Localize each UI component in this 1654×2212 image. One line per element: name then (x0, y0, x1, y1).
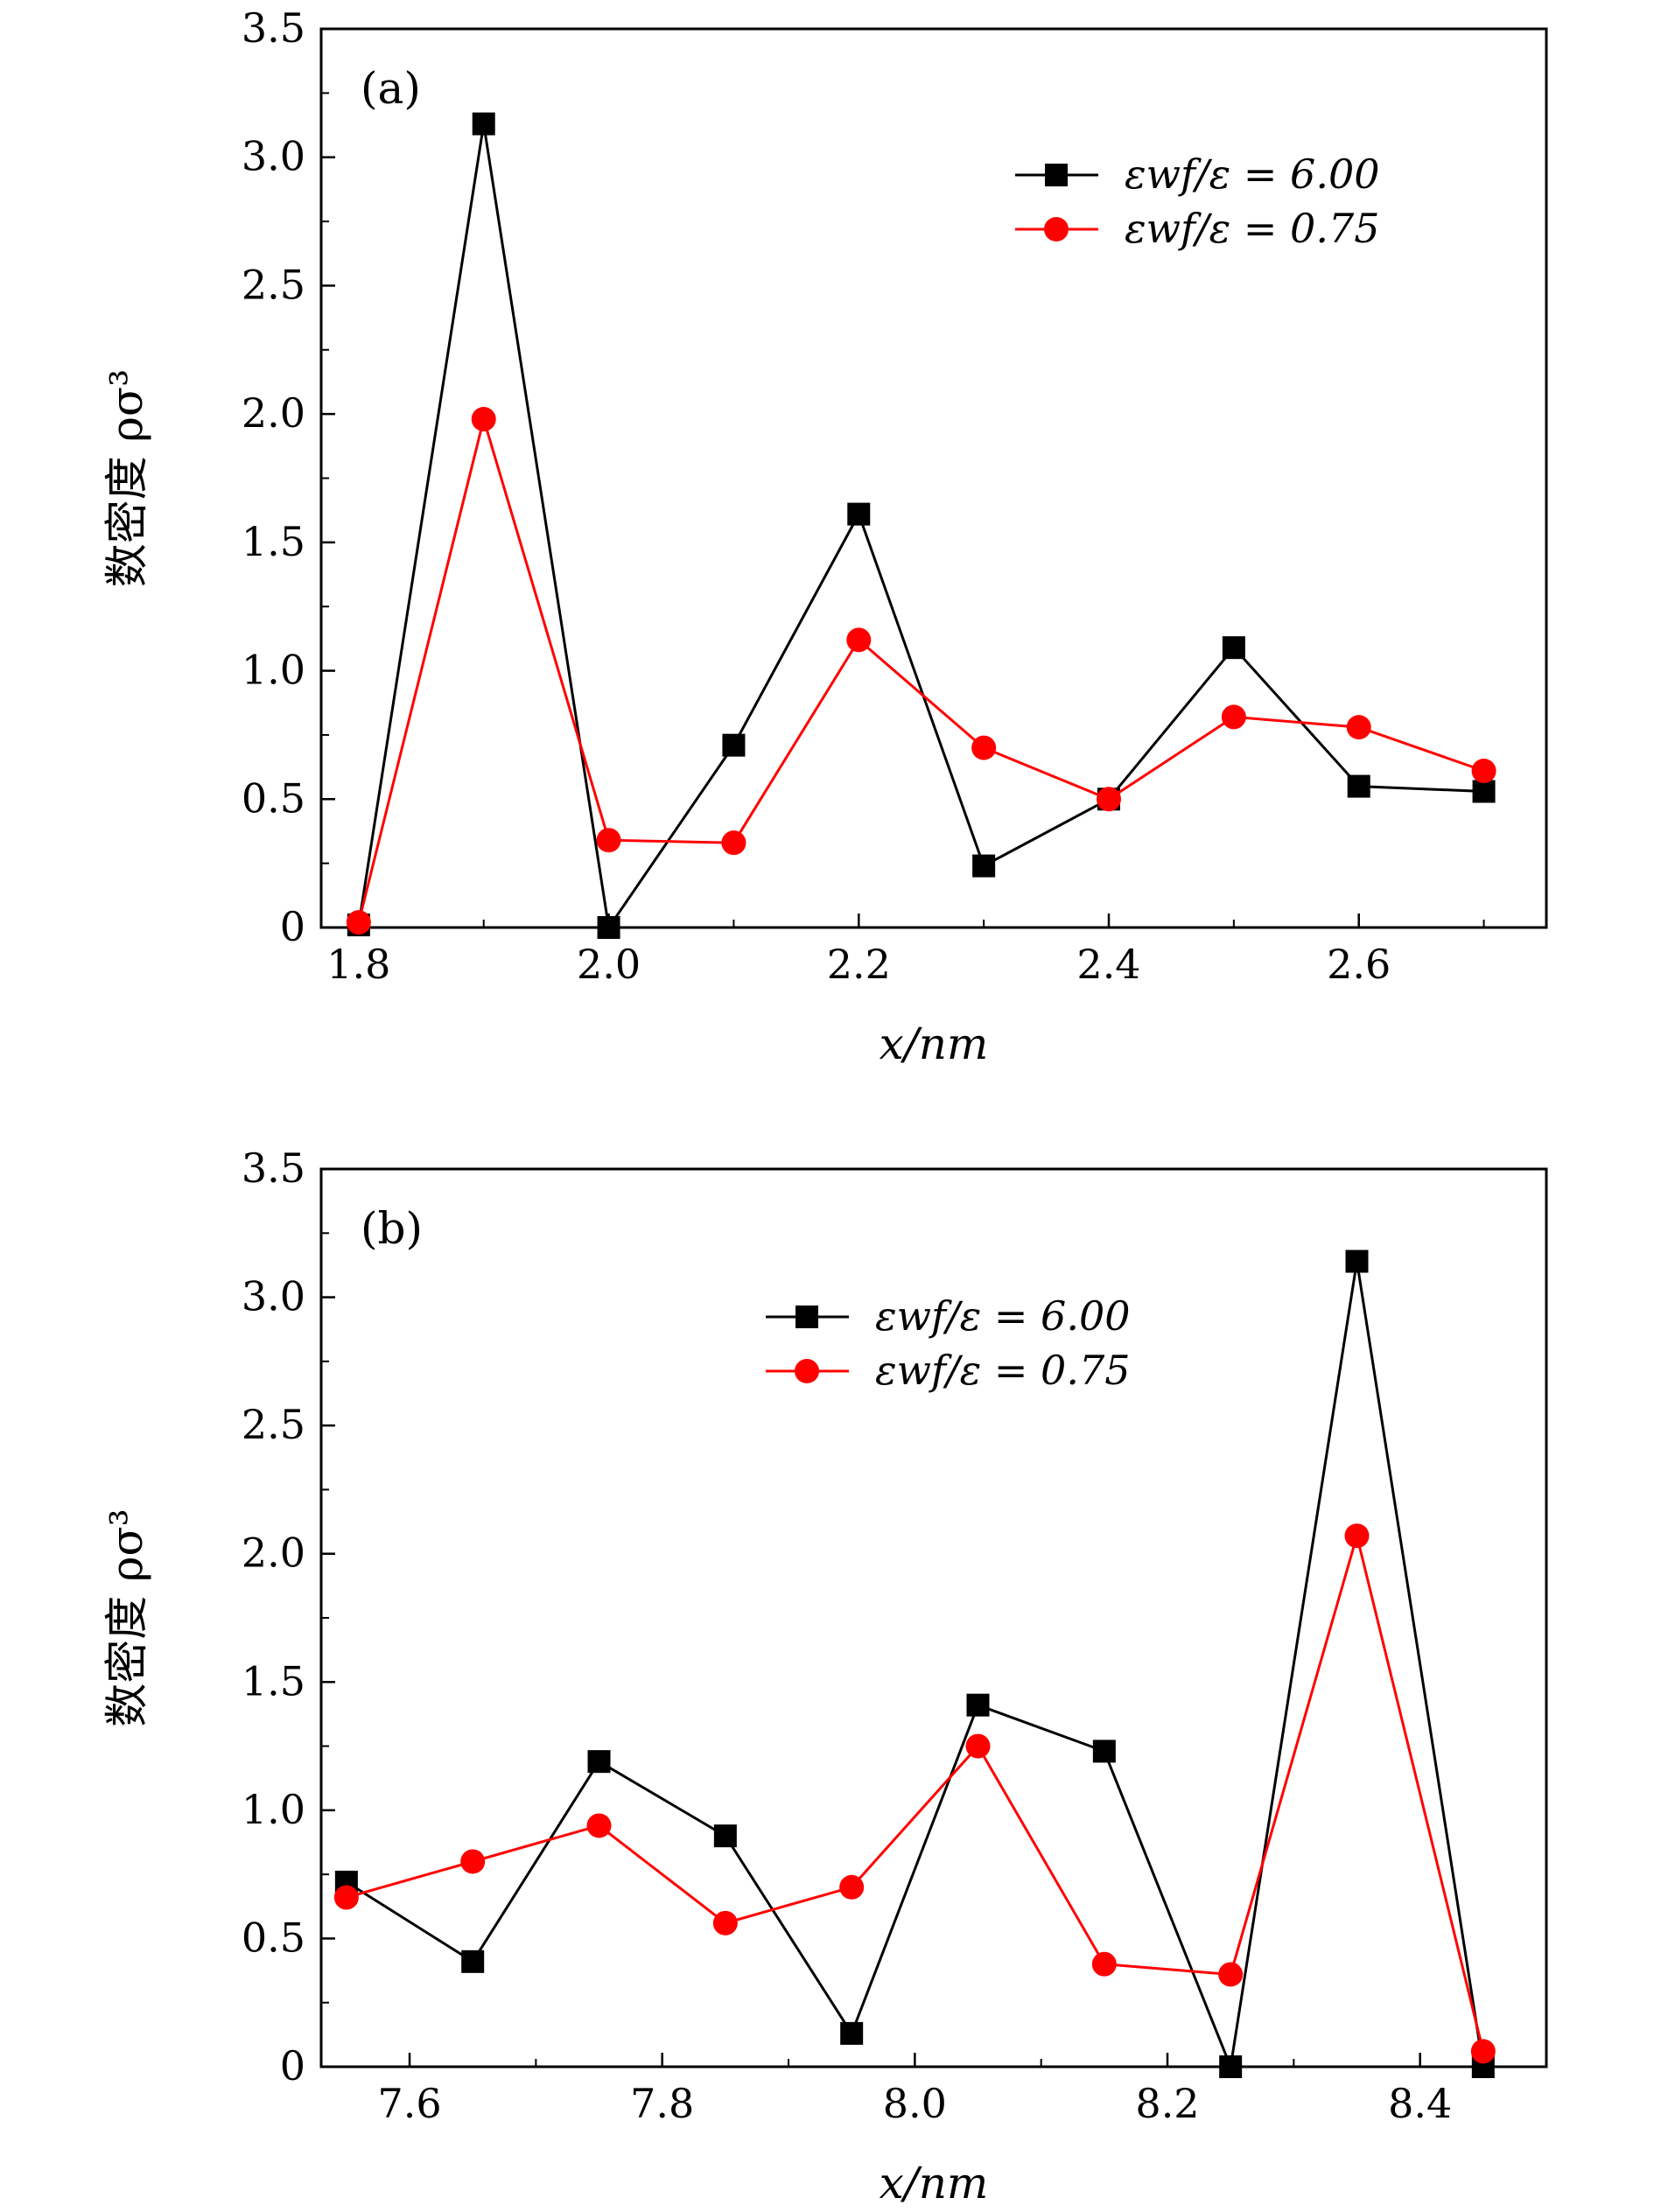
panel-label: (a) (361, 63, 421, 114)
data-point-circle (333, 1885, 359, 1910)
chart-panel-2: 0 0.5 1.0 1.5 2.0 2.5 3.0 3.5 7.6 7.8 8.0 8.2 8.4 x/n… (102, 1144, 1548, 2208)
data-point-square (461, 1950, 485, 1973)
x-axis-title: x/nm (880, 2158, 989, 2208)
y-tick-label: 0 (280, 903, 305, 950)
x-tick-label: 2.4 (1076, 941, 1140, 988)
data-point-circle (1346, 715, 1371, 740)
data-point-square (722, 733, 746, 757)
y-tick-label: 3.0 (242, 1273, 305, 1320)
y-tick-label: 1.0 (242, 647, 305, 694)
series-line-1 (346, 1261, 1485, 2072)
y-tick-label: 0.5 (242, 1914, 305, 1961)
data-point-square (972, 854, 996, 878)
data-point-circle (471, 407, 496, 432)
panel-label: (b) (361, 1203, 423, 1254)
series-line-1 (357, 123, 1484, 931)
data-point-square (847, 502, 871, 526)
y-axis-title: 数密度 ρσ³ (102, 1508, 152, 1726)
legend-marker-circle (1044, 217, 1069, 242)
data-point-circle (460, 1849, 486, 1874)
legend-marker-circle (795, 1359, 819, 1383)
chart-panel-1: 0 0.5 1.0 1.5 2.0 2.5 3.0 3.5 1.8 2.0 2.2 2.4 2.6 x/n… (102, 4, 1548, 1069)
x-tick-label: 2.6 (1327, 941, 1391, 988)
legend-label: εwf/ε = 6.00 (1125, 150, 1379, 198)
series-line-2 (357, 414, 1485, 923)
data-point-circle (712, 1910, 738, 1936)
legend-marker-square (1045, 164, 1068, 186)
y-tick-label: 3.5 (242, 4, 305, 52)
x-tick-label: 7.8 (630, 2080, 694, 2127)
data-point-circle (1471, 759, 1496, 784)
y-tick-label: 2.0 (242, 389, 305, 437)
data-point-circle (965, 1733, 991, 1759)
data-point-square (713, 1824, 737, 1848)
data-point-square (597, 916, 620, 939)
data-point-circle (346, 910, 371, 935)
data-point-square (472, 112, 495, 136)
x-axis-title: x/nm (880, 1018, 989, 1069)
data-point-circle (1470, 2039, 1496, 2064)
x-tick-label: 8.2 (1135, 2080, 1199, 2127)
data-point-square (840, 2021, 864, 2045)
data-point-circle (1097, 787, 1121, 812)
data-point-circle (1091, 1951, 1117, 1977)
x-tick-label: 1.8 (326, 941, 390, 988)
data-point-circle (971, 735, 997, 760)
data-point-square (1092, 1740, 1116, 1763)
y-tick-label: 0.5 (242, 774, 305, 822)
data-point-circle (1344, 1523, 1370, 1549)
y-tick-label: 3.5 (242, 1144, 305, 1192)
y-tick-label: 1.0 (242, 1786, 305, 1833)
data-point-circle (839, 1874, 865, 1900)
legend-label: εwf/ε = 0.75 (875, 1347, 1130, 1394)
x-tick-label: 2.2 (827, 941, 891, 988)
x-tick-label: 2.0 (577, 941, 641, 988)
y-tick-label: 2.0 (242, 1530, 305, 1577)
legend-marker-square (795, 1306, 818, 1328)
data-point-circle (596, 828, 621, 853)
data-point-square (966, 1693, 990, 1717)
y-tick-label: 3.0 (242, 133, 305, 180)
series-line-2 (346, 1530, 1485, 2052)
y-tick-label: 1.5 (242, 1657, 305, 1704)
data-point-circle (1221, 704, 1246, 730)
data-point-square (587, 1750, 611, 1774)
data-point-circle (721, 830, 746, 856)
legend-label: εwf/ε = 6.00 (875, 1292, 1130, 1340)
x-tick-label: 8.4 (1388, 2080, 1452, 2127)
y-tick-label: 1.5 (242, 518, 305, 565)
y-tick-label: 2.5 (242, 1401, 305, 1448)
x-tick-label: 8.0 (883, 2080, 947, 2127)
y-tick-label: 0 (280, 2042, 305, 2090)
x-tick-label: 7.6 (377, 2080, 441, 2127)
legend-label: εwf/ε = 0.75 (1125, 205, 1379, 252)
data-point-square (1219, 2055, 1243, 2078)
y-axis-title: 数密度 ρσ³ (102, 369, 152, 587)
data-point-circle (1218, 1962, 1244, 1987)
data-point-square (1472, 780, 1496, 803)
data-point-circle (586, 1813, 612, 1838)
y-tick-label: 2.5 (242, 261, 305, 308)
data-point-circle (846, 627, 872, 653)
data-point-square (1347, 774, 1370, 798)
data-point-square (1345, 1250, 1369, 1273)
data-point-square (1222, 636, 1245, 660)
